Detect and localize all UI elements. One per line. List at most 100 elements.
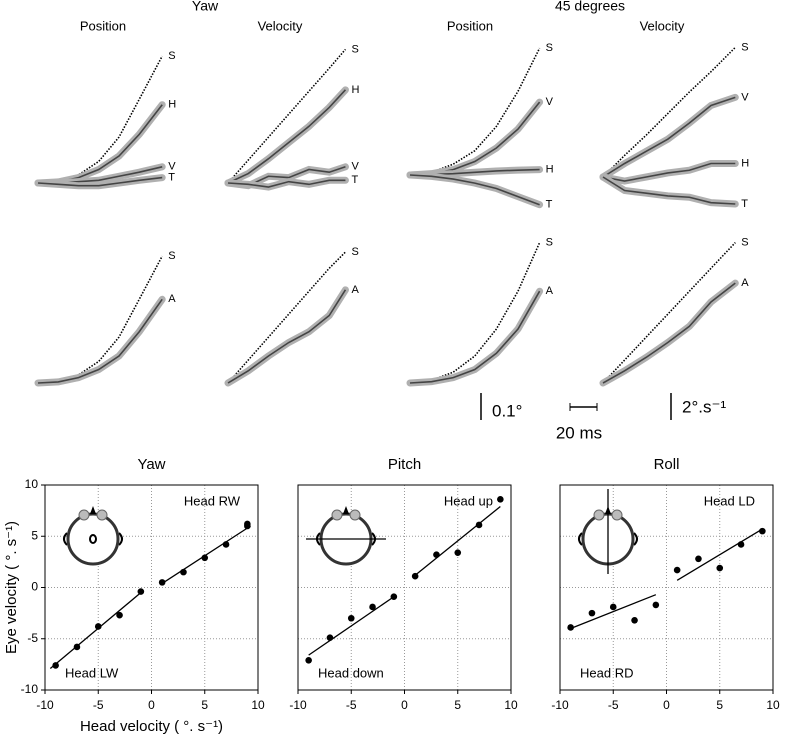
trace [409,47,541,176]
x-tick-label: -10 [36,698,54,712]
trace-band [34,295,166,387]
x-tick-label: 10 [251,698,265,712]
fit-line [570,594,657,630]
data-point [695,555,702,563]
trace-label: A [168,293,176,305]
x-tick-label: -10 [551,698,569,712]
group-title: Yaw [192,0,219,14]
x-tick-label: 5 [201,698,208,712]
panel-title: Position [447,18,493,33]
data-point [73,643,81,651]
annotation: Head up [444,493,493,508]
fit-line [308,596,395,656]
x-tick-label: 10 [504,698,518,712]
fit-line [676,528,763,581]
trace-label: T [351,174,358,186]
panel-title: Yaw [137,456,165,473]
data-point [180,568,187,576]
trace [37,176,163,187]
head-eye [593,509,605,521]
data-point [411,572,419,580]
trace [409,174,540,206]
x-tick-label: -5 [346,698,357,712]
trace [409,242,541,384]
head-icon [578,489,638,574]
head-icon [306,506,386,566]
data-point [222,541,230,548]
head-eye [611,509,623,521]
data-point [567,624,574,631]
data-point [673,566,681,574]
trace-label: T [741,198,748,210]
trace-label: H [546,164,554,176]
head-ear [63,532,123,546]
x-tick-label: 0 [148,698,155,712]
plot-frame [44,484,259,691]
data-point [244,520,251,528]
trace-label: S [168,250,175,262]
panel-title: Roll [654,456,680,473]
head-nose [343,506,349,514]
trace-label: V [351,161,359,173]
data-point [116,611,123,619]
y-axis-label: Eye velocity ( °. s⁻¹) [3,521,20,654]
y-tick-label: 0 [31,580,38,594]
data-point [433,551,440,558]
trace [602,282,736,384]
y-tick-label: -10 [21,682,39,696]
panel-title: Velocity [640,18,685,33]
trace [227,251,347,384]
plot-frame [297,484,512,691]
data-point [347,614,355,622]
scale-label: 0.1° [492,401,522,420]
fit-line [49,592,142,669]
x-tick-label: -10 [289,698,307,712]
scale-label: 2°.s⁻¹ [682,397,726,416]
trace-label: A [546,285,554,297]
trace-label: S [741,41,748,53]
trace [409,290,541,384]
group-title: 45 degrees [555,0,625,14]
data-point [588,609,596,617]
head-icon [63,506,123,566]
trace [37,298,163,384]
data-point [201,554,209,562]
trace-label: S [351,246,358,258]
data-point [137,588,145,595]
trace-label: A [741,277,749,289]
data-point [369,603,376,611]
data-point [609,603,617,611]
x-axis-label: Head velocity ( °. s⁻¹) [80,718,223,735]
fit-line [414,506,501,576]
trace [227,289,347,384]
trace-label: H [741,157,749,169]
head [66,512,120,566]
data-point [52,662,59,669]
data-point [652,601,660,609]
trace [227,179,346,188]
data-point [631,617,638,624]
trace-label: S [546,237,553,249]
trace [227,89,347,184]
trace-label: S [351,43,358,55]
x-tick-label: 10 [766,698,780,712]
annotation: Head LD [704,493,755,508]
data-point [305,656,312,664]
trace-label: T [546,199,553,211]
x-tick-label: 0 [401,698,408,712]
trace-band [406,171,544,209]
trace [602,242,736,384]
trace-label: V [168,161,176,173]
y-tick-label: 10 [25,477,39,491]
x-tick-label: -5 [93,698,104,712]
trace-label: S [546,42,553,54]
panel-title: Velocity [258,18,303,33]
x-tick-label: 5 [454,698,461,712]
trace [602,96,736,178]
y-tick-label: 5 [31,528,38,542]
x-tick-label: 0 [663,698,670,712]
data-point [497,496,504,503]
trace [602,162,736,182]
panel-title: Position [80,18,126,33]
